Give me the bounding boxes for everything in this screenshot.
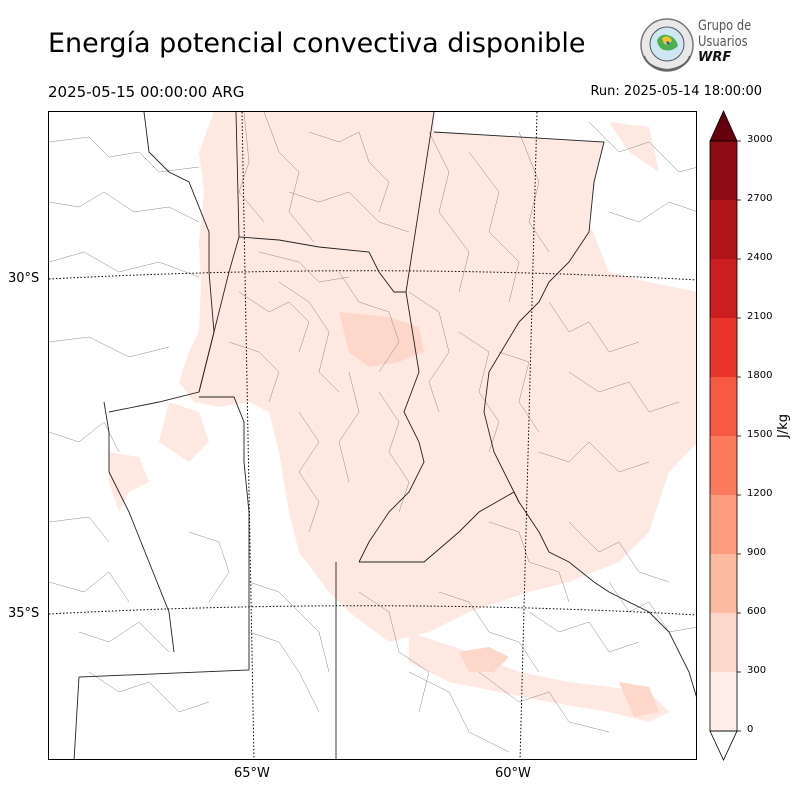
colorbar-tick-label: 1200 xyxy=(747,488,773,499)
colorbar-tick-label: 1800 xyxy=(747,370,773,381)
colorbar-bin xyxy=(710,259,737,318)
colorbar-bin xyxy=(710,318,737,377)
colorbar-tick-label: 600 xyxy=(747,606,767,617)
run-time: Run: 2025-05-14 18:00:00 xyxy=(590,84,762,99)
wrf-logo: Grupo de Usuarios WRF xyxy=(638,16,763,76)
lon-label-60w: 60°W xyxy=(495,766,531,781)
colorbar-unit: J/kg xyxy=(776,414,791,438)
colorbar-extend-bottom xyxy=(709,730,738,761)
colorbar-bin xyxy=(710,377,737,436)
logo-line1: Grupo de xyxy=(698,18,752,34)
colorbar-bin xyxy=(710,613,737,672)
lat-label-35s: 35°S xyxy=(8,606,40,621)
colorbar-bin xyxy=(710,672,737,731)
colorbar-tick-label: 2100 xyxy=(747,311,773,322)
globe-logo-icon xyxy=(640,18,694,72)
map-svg xyxy=(49,112,696,759)
colorbar-outline xyxy=(709,140,738,732)
colorbar-bin xyxy=(710,141,737,200)
province-boundaries xyxy=(73,112,696,759)
colorbar-extend-top xyxy=(709,110,738,142)
map-panel xyxy=(48,111,697,760)
colorbar-tick-label: 2700 xyxy=(747,193,773,204)
colorbar-bin xyxy=(710,200,737,259)
logo-line3: WRF xyxy=(698,50,732,65)
lat-label-30s: 30°S xyxy=(8,271,40,286)
graticule xyxy=(49,112,696,759)
lon-label-65w: 65°W xyxy=(234,766,270,781)
colorbar-tick-label: 1500 xyxy=(747,429,773,440)
valid-time: 2025-05-15 00:00:00 ARG xyxy=(48,83,245,101)
colorbar-tick-label: 2400 xyxy=(747,252,773,263)
logo-line2: Usuarios xyxy=(698,34,748,50)
colorbar-tick-label: 3000 xyxy=(747,134,773,145)
page-title: Energía potencial convectiva disponible xyxy=(48,28,586,59)
department-boundaries xyxy=(49,112,696,753)
colorbar-bin xyxy=(710,436,737,495)
colorbar-bin xyxy=(710,495,737,554)
colorbar-tick-label: 900 xyxy=(747,547,767,558)
cape-shading-medium xyxy=(339,312,659,717)
colorbar-bin xyxy=(710,554,737,613)
colorbar-tick-label: 0 xyxy=(747,724,754,735)
colorbar-tick-label: 300 xyxy=(747,665,767,676)
